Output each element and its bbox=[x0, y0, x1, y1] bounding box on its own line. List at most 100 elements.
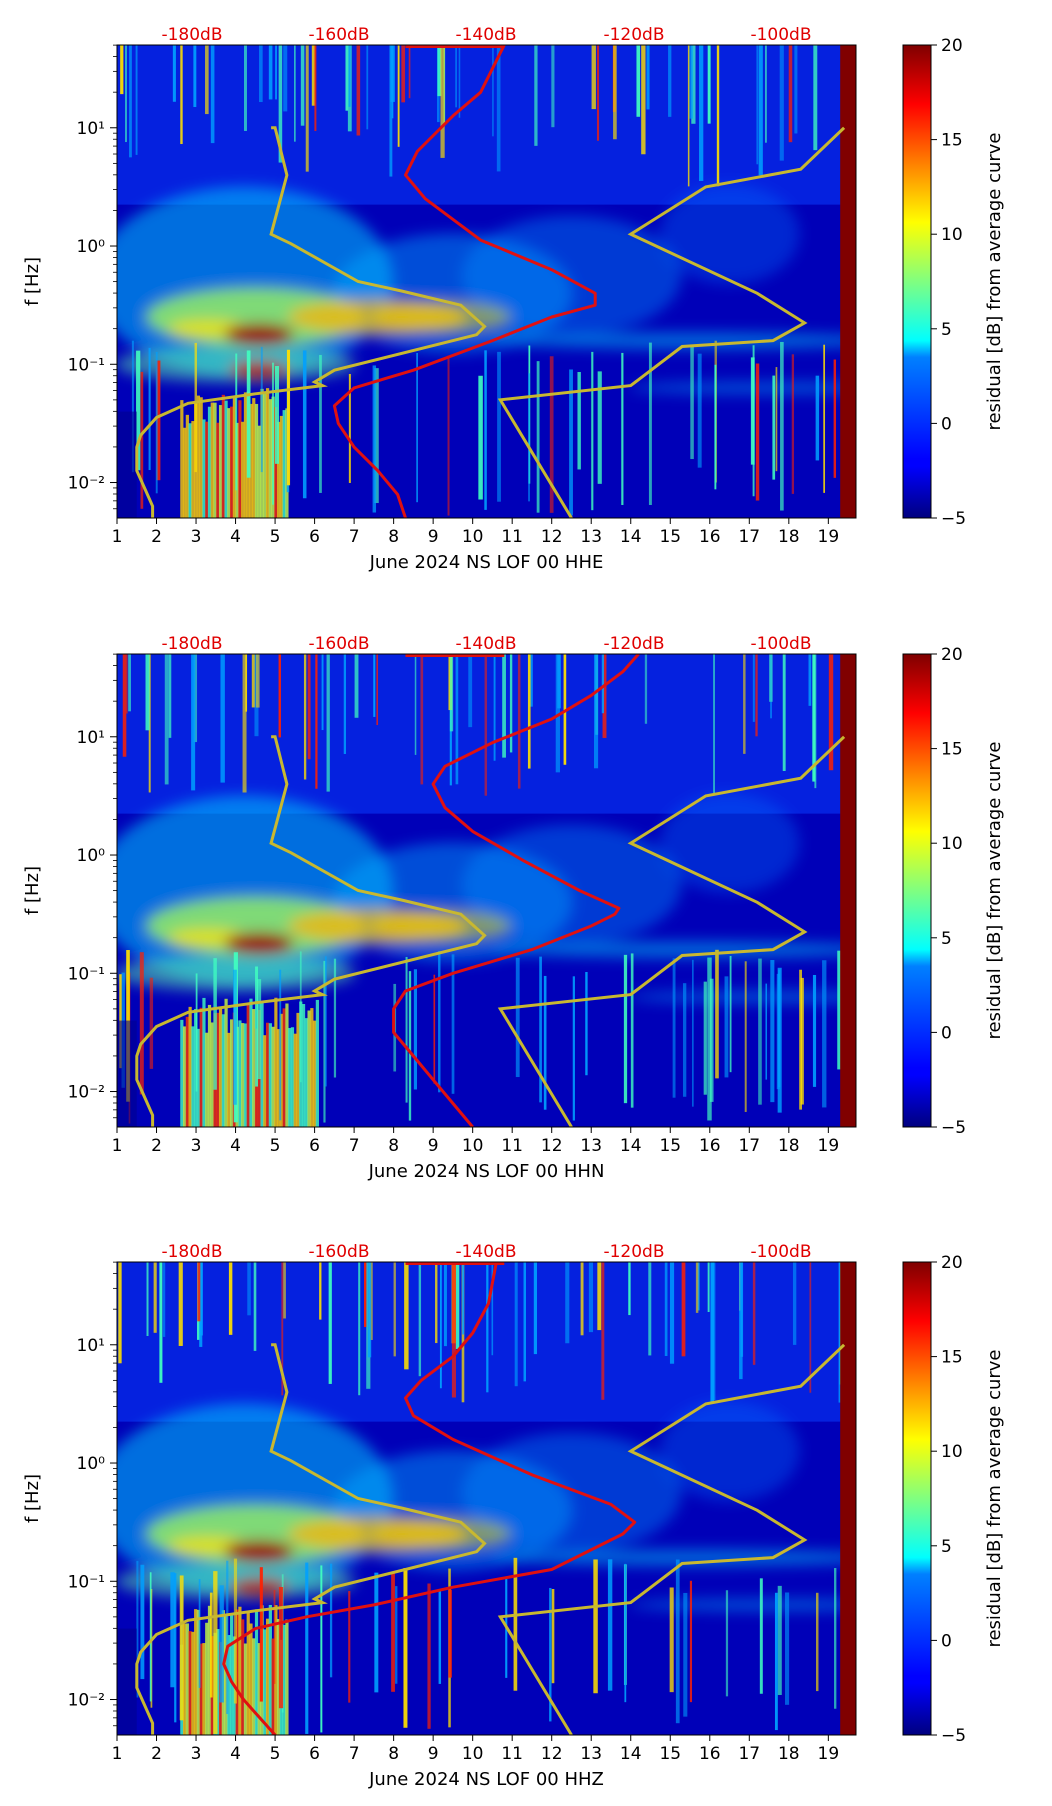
transient-streak bbox=[300, 45, 305, 126]
transient-streak bbox=[324, 956, 327, 1087]
x-tick-label: 17 bbox=[738, 1136, 760, 1156]
x-tick-label: 11 bbox=[501, 527, 523, 547]
low-freq-streak bbox=[238, 1020, 242, 1127]
transient-streak bbox=[565, 1262, 570, 1344]
energy-blob bbox=[461, 1432, 682, 1553]
low-freq-streak bbox=[191, 1026, 195, 1127]
transient-streak bbox=[299, 951, 302, 1083]
low-freq-streak bbox=[268, 1023, 272, 1127]
transient-streak bbox=[408, 45, 411, 99]
transient-streak bbox=[813, 45, 818, 151]
transient-streak bbox=[343, 654, 347, 754]
transient-streak bbox=[244, 45, 247, 131]
y-axis-label: f [Hz] bbox=[22, 866, 43, 915]
transient-streak bbox=[491, 1262, 494, 1356]
transient-streak bbox=[213, 958, 217, 1090]
transient-streak bbox=[551, 1588, 555, 1684]
x-tick-label: 16 bbox=[699, 527, 721, 547]
top-db-label: -120dB bbox=[603, 634, 664, 654]
transient-streak bbox=[219, 1585, 224, 1703]
transient-streak bbox=[551, 45, 555, 128]
top-db-label: -180dB bbox=[161, 634, 222, 654]
transient-streak bbox=[439, 1262, 442, 1389]
colorbar-tick-label: 20 bbox=[941, 1253, 963, 1273]
low-freq-streak bbox=[207, 1004, 212, 1127]
transient-streak bbox=[278, 45, 283, 163]
transient-streaks bbox=[119, 654, 842, 1124]
x-tick-label: 3 bbox=[191, 1744, 202, 1764]
top-db-label: -140dB bbox=[455, 1242, 516, 1262]
transient-streak bbox=[311, 45, 316, 106]
transient-streak bbox=[462, 1262, 465, 1335]
transient-streak bbox=[493, 654, 496, 761]
low-freq-streak bbox=[180, 400, 184, 518]
energy-blob bbox=[461, 215, 682, 336]
transient-streak bbox=[140, 371, 144, 509]
x-tick-label: 4 bbox=[230, 1744, 241, 1764]
low-freq-streak bbox=[232, 396, 236, 518]
x-tick-label: 2 bbox=[151, 1136, 162, 1156]
y-tick-label: 10⁰ bbox=[77, 1454, 106, 1474]
colorbar-label: residual [dB] from average curve bbox=[984, 741, 1005, 1039]
transient-streak bbox=[438, 950, 441, 1093]
transient-streak bbox=[401, 45, 406, 103]
transient-streak bbox=[623, 954, 628, 1104]
low-freq-streak bbox=[271, 1638, 275, 1735]
x-tick-label: 13 bbox=[580, 1136, 602, 1156]
transient-streak bbox=[815, 1592, 819, 1692]
transient-streak bbox=[683, 1592, 688, 1717]
low-signal-region bbox=[117, 1628, 137, 1735]
transient-streak bbox=[515, 957, 520, 1078]
low-freq-streak bbox=[227, 1032, 231, 1127]
low-freq-streak bbox=[185, 1623, 189, 1735]
colorbar-tick-label: 15 bbox=[941, 1348, 963, 1368]
low-freq-streak bbox=[313, 1020, 317, 1127]
transient-streak bbox=[644, 654, 648, 724]
colorbar-tick-label: 15 bbox=[941, 131, 963, 151]
transient-streak bbox=[707, 45, 711, 124]
low-freq-streak bbox=[243, 392, 248, 518]
transient-streak bbox=[374, 368, 379, 504]
transient-streak bbox=[478, 375, 483, 500]
x-tick-label: 12 bbox=[541, 1136, 563, 1156]
y-tick-label: 10⁻¹ bbox=[68, 355, 105, 375]
low-freq-streak bbox=[210, 1022, 214, 1127]
noise-model-curve-2 bbox=[497, 735, 846, 1127]
low-freq-streak bbox=[243, 1023, 248, 1127]
transient-streak bbox=[271, 362, 275, 505]
top-db-label: -120dB bbox=[603, 25, 664, 45]
transient-streak bbox=[707, 957, 712, 1121]
transient-streak bbox=[451, 1262, 456, 1398]
transient-streak bbox=[164, 654, 169, 785]
colorbar-tick-label: 20 bbox=[941, 645, 963, 665]
plot-area bbox=[117, 1262, 856, 1735]
x-tick-label: 15 bbox=[659, 527, 681, 547]
transient-streak bbox=[220, 654, 225, 783]
transient-streak bbox=[233, 1558, 238, 1704]
transient-streak bbox=[140, 1564, 145, 1680]
noise-model-curve-1 bbox=[135, 1343, 487, 1735]
transient-streak bbox=[197, 1262, 201, 1322]
energy-blob bbox=[224, 1539, 295, 1564]
transient-streak bbox=[755, 654, 758, 737]
low-freq-streak bbox=[252, 1638, 256, 1735]
transient-streak bbox=[486, 1262, 489, 1393]
x-tick-label: 16 bbox=[699, 1136, 721, 1156]
y-axis: 10⁻² 10⁻¹ 10⁰ 10¹ f [Hz] bbox=[22, 1261, 117, 1727]
low-freq-streak bbox=[227, 1635, 231, 1735]
transient-streak bbox=[405, 956, 408, 1103]
transient-streak bbox=[408, 971, 412, 1121]
colorbar: −5 0 5 10 15 20 residual [dB] from average cur… bbox=[902, 645, 1005, 1138]
energy-blob bbox=[229, 360, 290, 381]
top-db-axis: -180dB -160dB -140dB -120dB -100dB bbox=[161, 25, 811, 45]
transient-streak bbox=[740, 1262, 744, 1357]
transient-streak bbox=[672, 958, 676, 1098]
transient-streak bbox=[373, 654, 376, 717]
transient-streak bbox=[772, 375, 776, 480]
x-tick-label: 14 bbox=[620, 1136, 642, 1156]
transient-streak bbox=[777, 1585, 782, 1695]
low-freq-streak bbox=[282, 1008, 286, 1127]
transient-streak bbox=[752, 654, 755, 722]
